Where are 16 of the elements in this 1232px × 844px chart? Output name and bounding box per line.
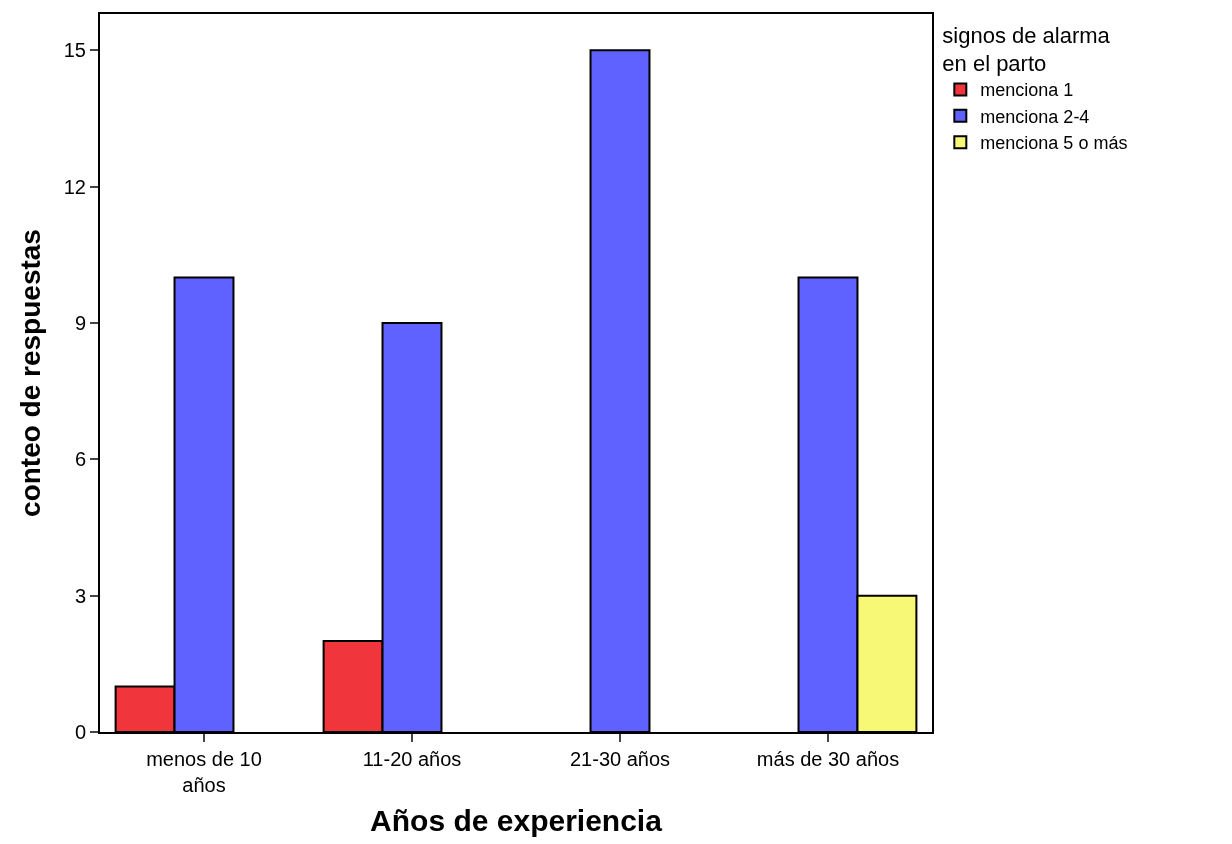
legend-label: menciona 5 o más [980,133,1128,154]
y-axis-title: conteo de respuestas [14,229,46,517]
x-tick-label: menos de 10 años [146,748,262,796]
legend-label: menciona 1 [980,80,1074,101]
x-axis-title: Años de experiencia [370,804,663,837]
x-tick-label: 11-20 años [362,748,462,770]
legend-label: menciona 2-4 [980,106,1090,127]
x-tick-label: 21-30 años [569,748,671,770]
y-tick-label: 3 [74,584,86,607]
y-tick-label: 6 [74,448,86,471]
legend-title: signos de alarma en el parto [942,22,1111,77]
x-tick-label: más de 30 años [756,748,900,770]
y-tick-label: 0 [74,721,86,743]
y-tick-label: 12 [63,175,86,198]
y-tick-label: 15 [63,39,86,62]
y-tick-label: 9 [74,312,86,335]
